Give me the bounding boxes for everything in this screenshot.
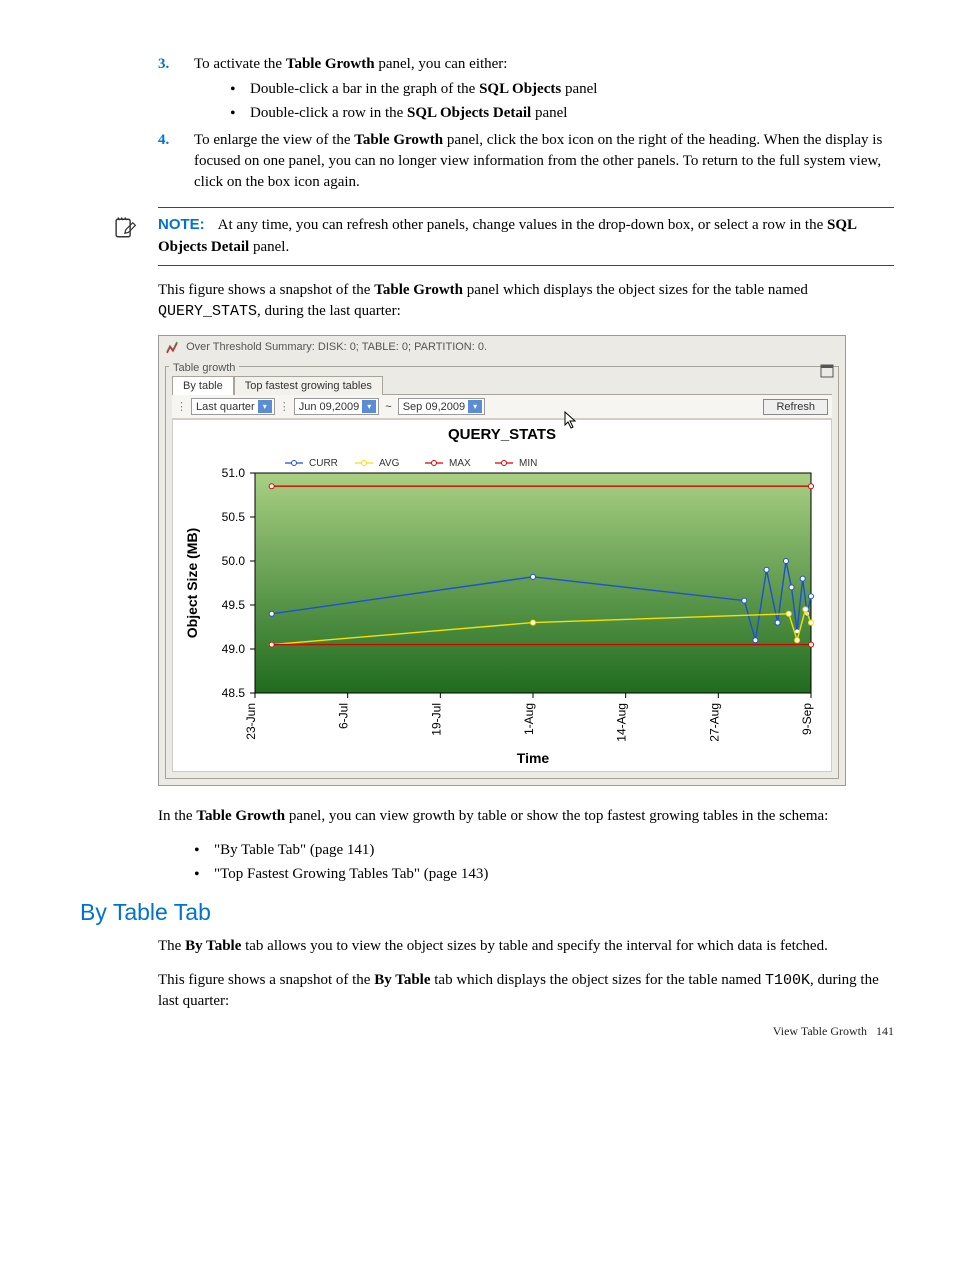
step-3-sublist: Double-click a bar in the graph of the S… <box>222 79 894 124</box>
step-number: 3. <box>158 54 169 75</box>
end-date-dropdown[interactable]: Sep 09,2009 ▾ <box>398 398 485 415</box>
threshold-icon <box>165 340 179 354</box>
refresh-button[interactable]: Refresh <box>763 399 828 415</box>
chart-area: QUERY_STATS CURR AVG MAX MIN 48.5 49.0 49.5 50.… <box>172 419 832 772</box>
chevron-down-icon: ▾ <box>468 400 482 413</box>
start-date-dropdown[interactable]: Jun 09,2009 ▾ <box>294 398 380 415</box>
svg-text:49.0: 49.0 <box>222 642 246 656</box>
tab-by-table[interactable]: By table <box>172 376 234 395</box>
svg-text:23-Jun: 23-Jun <box>244 703 258 740</box>
numbered-steps: 3. To activate the Table Growth panel, y… <box>158 54 894 193</box>
note-block: NOTE: At any time, you can refresh other… <box>158 207 894 266</box>
svg-text:19-Jul: 19-Jul <box>429 703 443 736</box>
sub-item: Double-click a bar in the graph of the S… <box>222 79 894 100</box>
intro-paragraph: This figure shows a snapshot of the Tabl… <box>158 280 894 324</box>
svg-text:AVG: AVG <box>379 458 400 469</box>
svg-text:9-Sep: 9-Sep <box>800 703 814 735</box>
table-growth-panel: By table Top fastest growing tables ⋮ La… <box>165 366 839 779</box>
chevron-down-icon: ▾ <box>258 400 272 413</box>
fieldset-label: Table growth <box>169 362 239 374</box>
step-text: To enlarge the view of the Table Growth … <box>194 132 882 190</box>
step-4: 4. To enlarge the view of the Table Grow… <box>158 130 894 193</box>
svg-text:1-Aug: 1-Aug <box>522 703 536 735</box>
svg-text:48.5: 48.5 <box>222 686 246 700</box>
link-by-table[interactable]: "By Table Tab" (page 141) <box>186 840 894 861</box>
toolbar: ⋮ Last quarter ▾ ⋮ Jun 09,2009 ▾ ~ Sep 0… <box>172 395 832 419</box>
step-3: 3. To activate the Table Growth panel, y… <box>158 54 894 124</box>
note-icon <box>110 214 138 242</box>
section-heading: By Table Tab <box>80 899 894 926</box>
svg-text:27-Aug: 27-Aug <box>707 703 721 742</box>
line-chart: CURR AVG MAX MIN 48.5 49.0 49.5 50.0 50.5 51.0 Obj… <box>177 447 829 767</box>
after-paragraph: In the Table Growth panel, you can view … <box>158 806 894 828</box>
svg-text:6-Jul: 6-Jul <box>337 703 351 729</box>
chevron-down-icon: ▾ <box>362 400 376 413</box>
svg-text:Time: Time <box>517 750 550 766</box>
chart-title: QUERY_STATS <box>177 426 827 443</box>
svg-text:14-Aug: 14-Aug <box>615 703 629 742</box>
step-text: To activate the Table Growth panel, you … <box>194 56 507 72</box>
summary-text: Over Threshold Summary: DISK: 0; TABLE: … <box>186 341 487 353</box>
link-list: "By Table Tab" (page 141) "Top Fastest G… <box>186 840 894 885</box>
svg-text:50.0: 50.0 <box>222 554 246 568</box>
bytable-p1: The By Table tab allows you to view the … <box>158 936 894 958</box>
note-label: NOTE: <box>158 216 205 233</box>
summary-bar: Over Threshold Summary: DISK: 0; TABLE: … <box>159 336 845 354</box>
bytable-p2: This figure shows a snapshot of the By T… <box>158 970 894 1014</box>
tab-row: By table Top fastest growing tables <box>172 375 832 395</box>
svg-text:51.0: 51.0 <box>222 466 246 480</box>
svg-text:49.5: 49.5 <box>222 598 246 612</box>
svg-text:50.5: 50.5 <box>222 510 246 524</box>
svg-text:CURR: CURR <box>309 458 338 469</box>
range-dropdown[interactable]: Last quarter ▾ <box>191 398 275 415</box>
link-top-fastest[interactable]: "Top Fastest Growing Tables Tab" (page 1… <box>186 864 894 885</box>
svg-text:Object Size (MB): Object Size (MB) <box>184 528 200 638</box>
svg-text:MAX: MAX <box>449 458 471 469</box>
svg-text:MIN: MIN <box>519 458 537 469</box>
page-footer: View Table Growth 141 <box>773 1024 894 1039</box>
sub-item: Double-click a row in the SQL Objects De… <box>222 103 894 124</box>
tab-top-fastest[interactable]: Top fastest growing tables <box>234 376 383 395</box>
step-number: 4. <box>158 130 169 151</box>
cursor-icon <box>564 411 580 431</box>
note-text: At any time, you can refresh other panel… <box>158 217 856 255</box>
table-growth-screenshot: Over Threshold Summary: DISK: 0; TABLE: … <box>158 335 846 786</box>
maximize-icon[interactable] <box>820 364 834 378</box>
